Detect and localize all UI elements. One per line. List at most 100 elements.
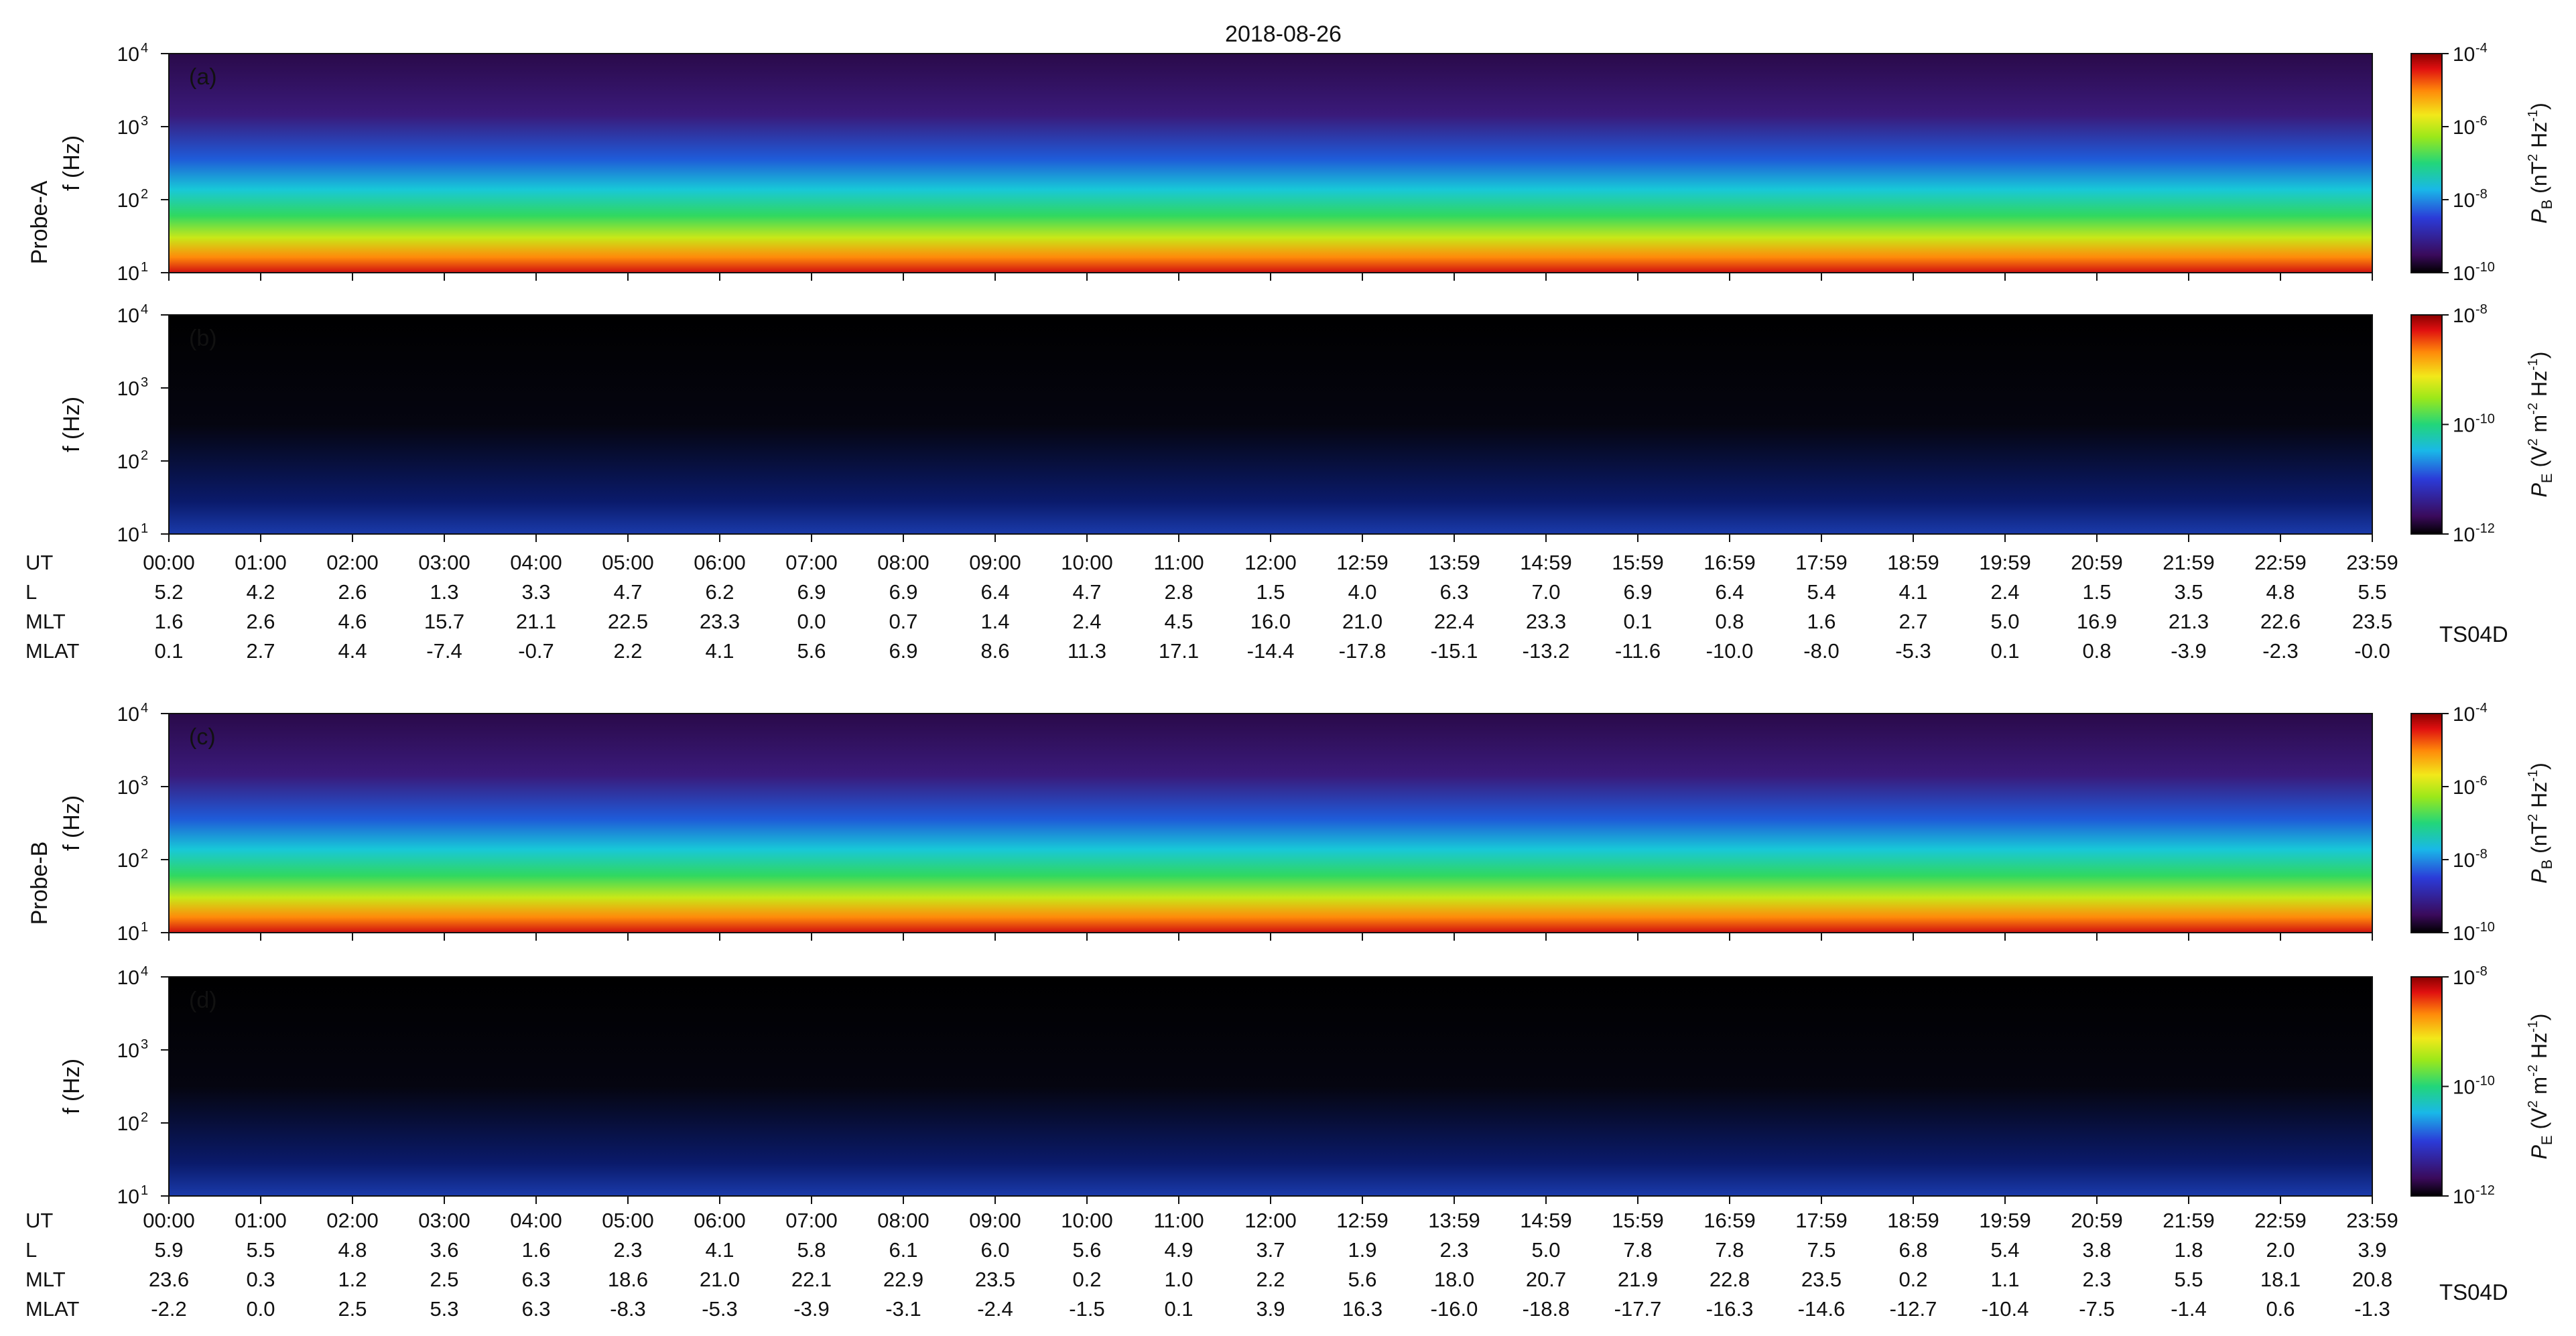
ephemeris-value: 5.5 bbox=[246, 1238, 275, 1262]
colorbar-label-units-end: ) bbox=[2527, 352, 2551, 359]
ephemeris-value: 4.1 bbox=[1898, 580, 1927, 604]
y-tick-exponent: 3 bbox=[141, 375, 148, 390]
ephemeris-value: 5.6 bbox=[1072, 1238, 1101, 1262]
ephemeris-value: 1.1 bbox=[1990, 1268, 2019, 1291]
spectrogram-area bbox=[169, 977, 2372, 1196]
ephemeris-value: 2.6 bbox=[338, 580, 367, 604]
ephemeris-value: 6.1 bbox=[889, 1238, 917, 1262]
colorbar-tick-label: 10 bbox=[2453, 117, 2475, 139]
ephemeris-value: 2.8 bbox=[1164, 580, 1193, 604]
ephemeris-value: 10:00 bbox=[1061, 1209, 1113, 1232]
ephemeris-value: 18:59 bbox=[1887, 551, 1939, 574]
panel-letter: (d) bbox=[189, 988, 217, 1013]
ephemeris-value: 12:59 bbox=[1336, 551, 1389, 574]
colorbar-label: PE (V2 m-2 Hz-1) bbox=[2526, 1014, 2555, 1160]
ephemeris-value: 5.2 bbox=[154, 580, 183, 604]
ephemeris-value: 22.9 bbox=[883, 1268, 923, 1291]
ephemeris-value: 2.2 bbox=[613, 639, 642, 663]
y-tick-label: 10 bbox=[117, 263, 139, 285]
ephemeris-value: 2.3 bbox=[2082, 1268, 2111, 1291]
ephemeris-value: 6.9 bbox=[1623, 580, 1652, 604]
y-axis-label: f (Hz) bbox=[59, 795, 84, 851]
ephemeris-value: 4.6 bbox=[338, 610, 367, 633]
colorbar-tick-label: 10 bbox=[2453, 524, 2475, 546]
colorbar-label-units-mid: Hz bbox=[2527, 122, 2551, 154]
y-tick-exponent: 4 bbox=[141, 964, 148, 979]
ephemeris-value: 07:00 bbox=[785, 1209, 838, 1232]
ephemeris-value: 5.4 bbox=[1807, 580, 1836, 604]
ephemeris-value: 04:00 bbox=[510, 551, 562, 574]
panel-letter: (a) bbox=[189, 64, 217, 90]
colorbar-label: PE (V2 m-2 Hz-1) bbox=[2526, 352, 2555, 498]
panel-letter: (b) bbox=[189, 326, 217, 351]
colorbar bbox=[2410, 976, 2443, 1197]
ephemeris-value: 21.1 bbox=[516, 610, 556, 633]
ephemeris-value: 05:00 bbox=[602, 551, 654, 574]
ephemeris-value: 1.0 bbox=[1164, 1268, 1193, 1291]
ephemeris-value: 1.8 bbox=[2174, 1238, 2203, 1262]
ephemeris-value: 6.3 bbox=[1439, 580, 1468, 604]
ephemeris-value: 17:59 bbox=[1795, 1209, 1848, 1232]
colorbar-label-symbol: P bbox=[2527, 482, 2551, 497]
ephemeris-row-label: UT bbox=[25, 1209, 53, 1232]
ephemeris-row-label: MLT bbox=[25, 610, 66, 633]
ephemeris-row-label: UT bbox=[25, 551, 53, 574]
y-tick-label: 10 bbox=[117, 305, 139, 327]
ephemeris-value: 0.1 bbox=[1623, 610, 1652, 633]
colorbar-tick-label: 10 bbox=[2453, 923, 2475, 945]
ephemeris-value: 21.0 bbox=[1342, 610, 1382, 633]
ephemeris-value: 0.0 bbox=[797, 610, 826, 633]
ephemeris-value: 20.8 bbox=[2352, 1268, 2392, 1291]
ephemeris-value: 6.3 bbox=[521, 1297, 550, 1321]
ephemeris-value: 2.5 bbox=[430, 1268, 458, 1291]
ephemeris-value: 2.4 bbox=[1072, 610, 1101, 633]
colorbar-tick-label: 10 bbox=[2453, 263, 2475, 285]
ephemeris-value: 1.3 bbox=[430, 580, 458, 604]
colorbar-tick-exponent: -12 bbox=[2475, 1183, 2495, 1198]
colorbar bbox=[2410, 314, 2443, 535]
ephemeris-value: 08:00 bbox=[877, 1209, 929, 1232]
y-tick-label: 10 bbox=[117, 850, 139, 872]
ephemeris-value: -15.1 bbox=[1431, 639, 1478, 663]
ephemeris-value: -10.0 bbox=[1706, 639, 1754, 663]
ephemeris-value: 0.2 bbox=[1898, 1268, 1927, 1291]
ephemeris-value: -1.5 bbox=[1069, 1297, 1104, 1321]
ephemeris-value: 19:59 bbox=[1979, 551, 2031, 574]
ephemeris-value: 7.8 bbox=[1623, 1238, 1652, 1262]
ephemeris-value: 0.1 bbox=[1990, 639, 2019, 663]
colorbar-tick-exponent: -4 bbox=[2475, 701, 2488, 716]
ephemeris-value: 16:59 bbox=[1703, 551, 1756, 574]
ephemeris-value: 0.2 bbox=[1072, 1268, 1101, 1291]
colorbar-label-units-end: ) bbox=[2527, 1014, 2551, 1021]
colorbar-label-units: (V bbox=[2527, 1108, 2551, 1136]
colorbar-label-symbol: P bbox=[2527, 209, 2551, 224]
y-tick-label: 10 bbox=[117, 117, 139, 139]
ephemeris-value: 1.6 bbox=[521, 1238, 550, 1262]
colorbar-label-superscript: 2 bbox=[2526, 1100, 2540, 1108]
colorbar-tick-exponent: -8 bbox=[2475, 847, 2488, 862]
colorbar-tick-label: 10 bbox=[2453, 704, 2475, 726]
ephemeris-value: -0.7 bbox=[518, 639, 554, 663]
ephemeris-value: 3.9 bbox=[1256, 1297, 1285, 1321]
ephemeris-value: 23.5 bbox=[2352, 610, 2392, 633]
ephemeris-value: 1.6 bbox=[154, 610, 183, 633]
ephemeris-value: 15:59 bbox=[1612, 1209, 1664, 1232]
ephemeris-value: 09:00 bbox=[969, 551, 1021, 574]
colorbar-tick-exponent: -6 bbox=[2475, 774, 2488, 789]
colorbar-label-units-end: ) bbox=[2527, 103, 2551, 110]
ephemeris-value: -16.0 bbox=[1431, 1297, 1478, 1321]
ephemeris-value: 22.4 bbox=[1434, 610, 1474, 633]
ephemeris-value: 4.2 bbox=[246, 580, 275, 604]
ephemeris-value: 11.3 bbox=[1068, 639, 1106, 663]
y-tick-label: 10 bbox=[117, 44, 139, 66]
colorbar-label-subscript: E bbox=[2538, 473, 2555, 483]
spectrogram-area bbox=[169, 714, 2372, 933]
ephemeris-value: 04:00 bbox=[510, 1209, 562, 1232]
colorbar-label-units: (V bbox=[2527, 446, 2551, 474]
ephemeris-value: 14:59 bbox=[1520, 551, 1572, 574]
colorbar-tick-exponent: -4 bbox=[2475, 41, 2488, 56]
y-tick-exponent: 2 bbox=[141, 847, 148, 862]
ephemeris-value: -10.4 bbox=[1982, 1297, 2029, 1321]
ephemeris-model: TS04D bbox=[2439, 622, 2508, 647]
